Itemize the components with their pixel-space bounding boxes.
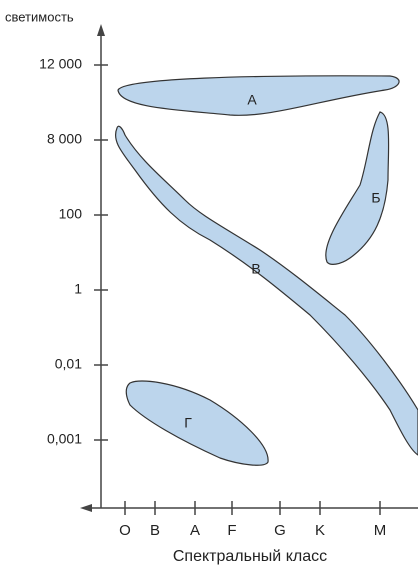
x-tick-label: M: [374, 522, 387, 539]
x-tick-label: F: [227, 522, 236, 539]
x-tick-label: A: [190, 522, 200, 539]
y-tick-label: 8 000: [47, 131, 82, 147]
y-tick-label: 100: [59, 206, 83, 222]
y-tick-label: 0,001: [47, 431, 82, 447]
x-tick-label: B: [150, 522, 160, 539]
region-b: [325, 111, 390, 265]
region-a: [117, 75, 400, 116]
x-tick-label: O: [119, 522, 131, 539]
x-arrow: [80, 504, 92, 512]
y-axis-label: светимость: [5, 9, 74, 24]
x-axis-label: Спектральный класс: [173, 548, 327, 565]
x-tick-label: K: [315, 522, 325, 539]
region-label: Б: [371, 190, 380, 206]
y-tick-label: 0,01: [55, 356, 82, 372]
region-label: Г: [184, 415, 192, 431]
y-arrow: [97, 24, 105, 36]
region-label: А: [247, 92, 257, 108]
y-tick-label: 1: [74, 281, 82, 297]
region-label: В: [251, 261, 260, 277]
y-tick-label: 12 000: [39, 56, 82, 72]
region-g: [125, 380, 269, 466]
x-tick-label: G: [274, 522, 286, 539]
region-v: [114, 125, 418, 456]
